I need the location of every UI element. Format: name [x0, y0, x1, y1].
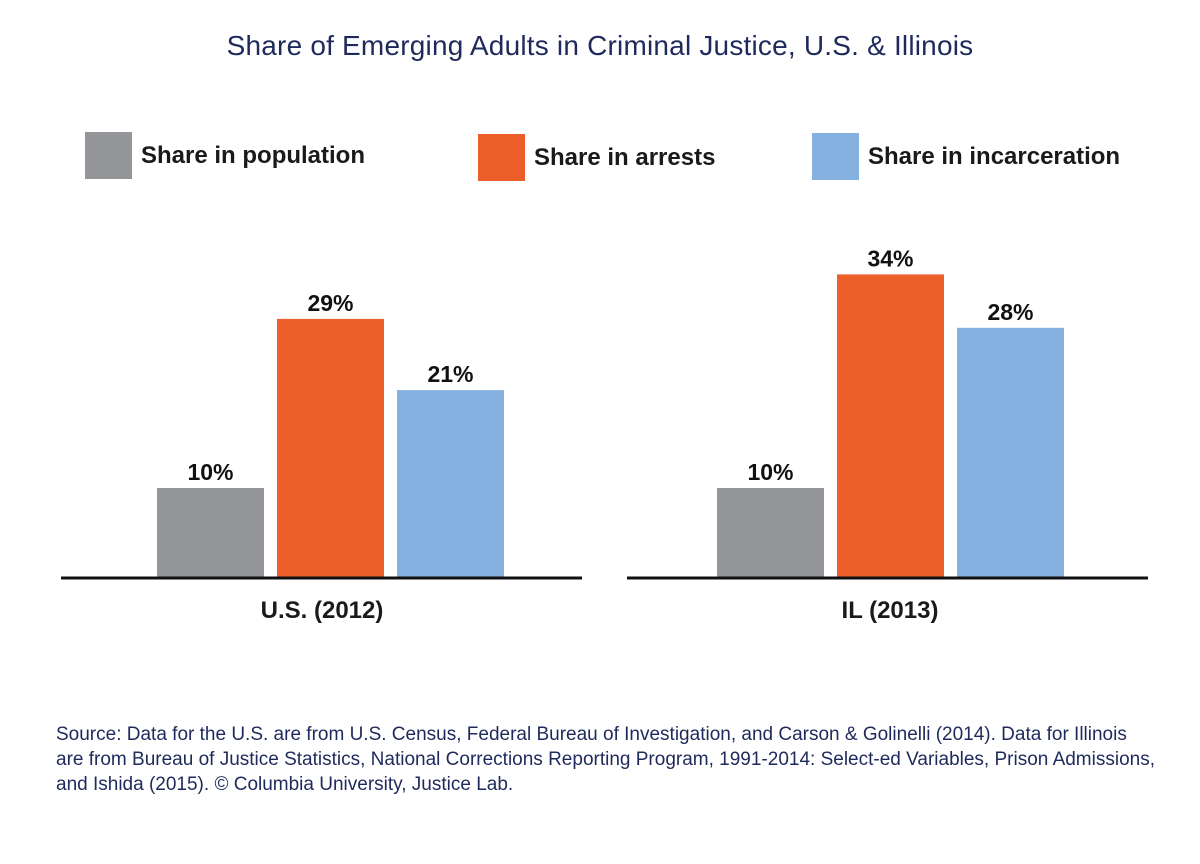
category-label-us: U.S. (2012) [261, 597, 384, 624]
data-label-il-arrests: 34% [867, 245, 913, 271]
data-label-us-population: 10% [187, 459, 233, 485]
legend-swatch-population [85, 132, 132, 179]
chart-title: Share of Emerging Adults in Criminal Jus… [226, 30, 974, 61]
bar-il-arrests [837, 274, 944, 577]
bar-us-arrests [277, 318, 384, 577]
legend-swatch-arrests [478, 134, 525, 181]
legend-label-arrests: Share in arrests [534, 143, 716, 171]
bar-us-incarceration [397, 390, 504, 577]
data-label-us-incarceration: 21% [427, 361, 473, 387]
bar-us-population [157, 488, 264, 577]
data-label-us-arrests: 29% [307, 290, 353, 316]
legend: Share in population Share in arrests Sha… [0, 0, 1200, 200]
bar-il-population [717, 488, 824, 577]
legend-item-population: Share in population [85, 132, 365, 179]
source-note: Source: Data for the U.S. are from U.S. … [56, 724, 1155, 795]
legend-label-incarceration: Share in incarceration [868, 142, 1121, 170]
data-label-il-population: 10% [747, 459, 793, 485]
legend-swatch-incarceration [812, 133, 859, 180]
legend-item-incarceration: Share in incarceration [812, 133, 1120, 180]
data-label-il-incarceration: 28% [987, 299, 1033, 325]
legend-label-population: Share in population [141, 141, 366, 169]
bar-il-incarceration [957, 327, 1064, 577]
category-label-il: IL (2013) [842, 597, 939, 624]
legend-item-arrests: Share in arrests [478, 134, 715, 181]
